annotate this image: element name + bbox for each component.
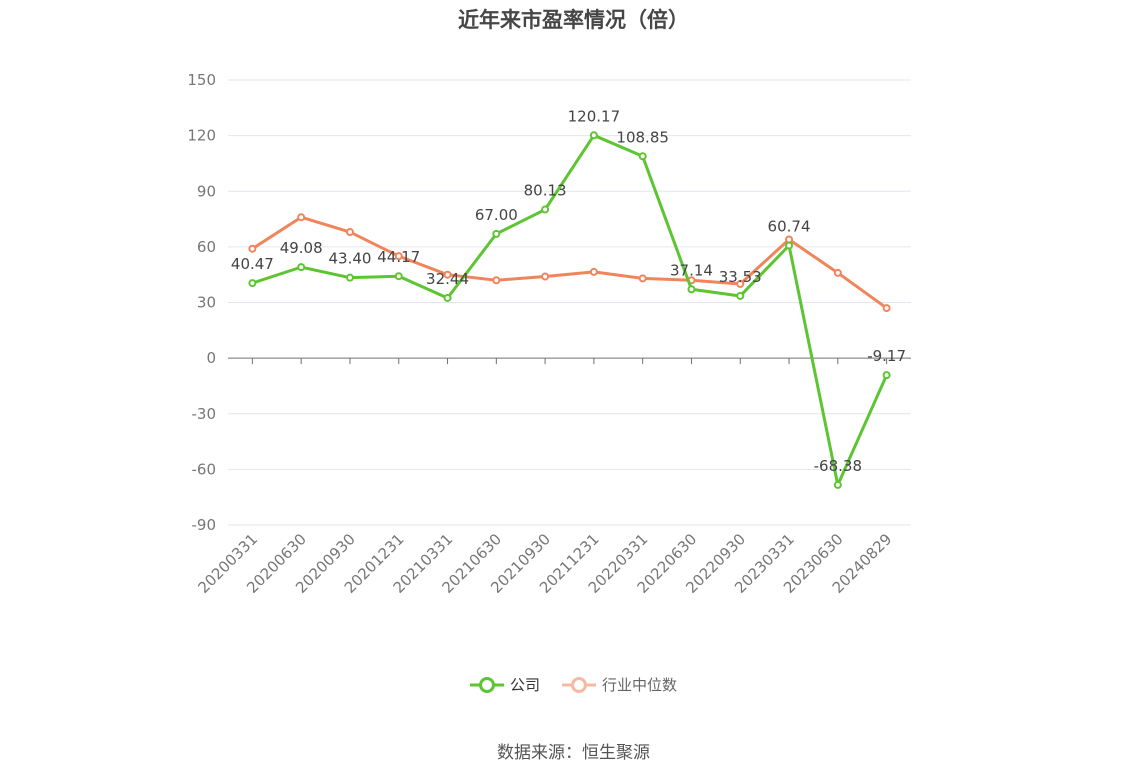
legend-item-industry[interactable]: 行业中位数 (562, 674, 677, 695)
y-tick-label: -30 (192, 405, 217, 423)
company-data-label: 80.13 (524, 182, 567, 200)
company-data-label: -9.17 (867, 347, 906, 365)
company-data-label: 67.00 (475, 206, 518, 224)
chart-legend: 公司 行业中位数 (0, 674, 1147, 695)
company-data-point (492, 229, 501, 238)
company-data-label: 40.47 (231, 255, 274, 273)
company-data-point (394, 272, 403, 281)
company-series-line (251, 133, 888, 487)
company-data-label: 60.74 (768, 218, 811, 236)
company-data-label: 43.40 (328, 250, 371, 268)
y-tick-label: 120 (187, 127, 216, 145)
company-data-label: 120.17 (568, 107, 621, 125)
company-data-point (882, 371, 891, 380)
company-data-point (248, 279, 257, 288)
company-data-point (785, 241, 794, 250)
company-data-point (541, 205, 550, 214)
y-tick-label: 150 (187, 71, 216, 89)
legend-item-company[interactable]: 公司 (469, 674, 540, 695)
industry-data-point (882, 304, 891, 313)
y-tick-label: -90 (192, 516, 217, 534)
industry-data-point (394, 252, 403, 261)
industry-data-point (443, 270, 452, 279)
company-data-point (345, 273, 354, 282)
company-data-point (687, 285, 696, 294)
industry-series-line (251, 215, 888, 310)
industry-data-point (589, 267, 598, 276)
company-data-point (297, 263, 306, 272)
industry-data-point (833, 268, 842, 277)
industry-data-point (492, 276, 501, 285)
y-tick-label: 30 (197, 294, 216, 312)
y-tick-label: 0 (206, 349, 216, 367)
company-data-label: 33.53 (719, 268, 762, 286)
industry-data-point (248, 244, 257, 253)
line-chart: 1501209060300-30-60-90202003312020063020… (187, 71, 911, 597)
data-source: 数据来源：恒生聚源 (497, 743, 650, 763)
company-data-point (833, 480, 842, 489)
industry-data-point (345, 228, 354, 237)
legend-industry-marker-icon (562, 676, 596, 693)
legend-company-label: 公司 (509, 676, 540, 694)
legend-industry-label: 行业中位数 (602, 676, 678, 694)
company-data-label: -68.38 (814, 457, 862, 475)
industry-data-point (297, 213, 306, 222)
company-data-point (638, 152, 647, 161)
industry-data-point (541, 272, 550, 281)
y-tick-label: 60 (197, 238, 216, 256)
company-data-label: 44.17 (377, 248, 420, 266)
company-data-point (736, 291, 745, 300)
company-data-label: 49.08 (280, 239, 323, 257)
chart-title: 近年来市盈率情况（倍） (458, 8, 689, 32)
industry-data-point (638, 274, 647, 283)
legend-company-marker-icon (469, 676, 504, 693)
company-data-label: 37.14 (670, 261, 713, 279)
company-data-point (589, 131, 598, 140)
company-data-label: 32.44 (426, 270, 469, 288)
company-data-point (443, 293, 452, 302)
y-tick-label: 90 (197, 182, 216, 200)
company-data-label: 108.85 (616, 128, 669, 146)
y-tick-label: -60 (192, 460, 217, 478)
industry-data-point (736, 279, 745, 288)
